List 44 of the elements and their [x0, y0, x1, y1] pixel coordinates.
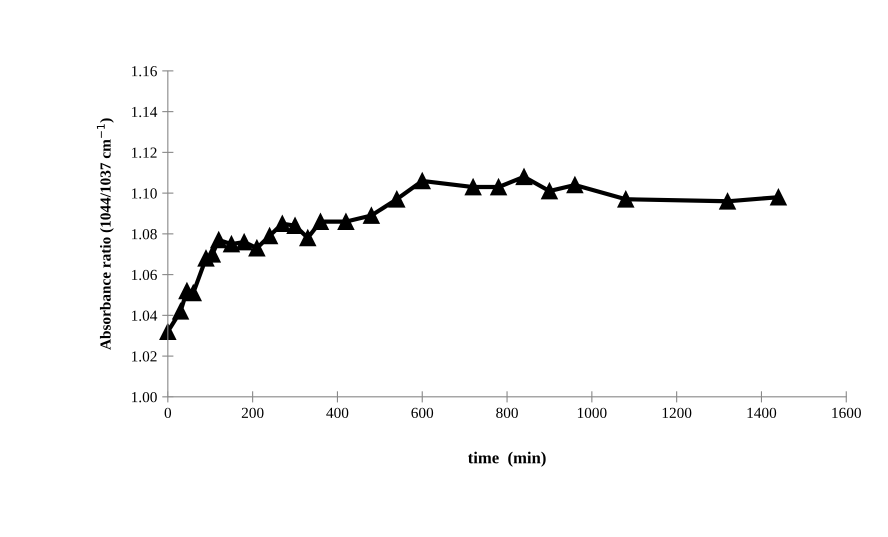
x-tick-label: 400 [326, 408, 348, 418]
point [338, 213, 354, 230]
point [236, 234, 252, 250]
point [617, 190, 634, 208]
x-tick-label: 800 [496, 408, 518, 418]
x-tick-label: 0 [164, 408, 172, 418]
x-tick-label: 1600 [832, 408, 861, 418]
y-tick-label: 1.00 [132, 392, 157, 402]
y-tick-label: 1.16 [132, 66, 157, 76]
x-tick-label: 1000 [578, 408, 607, 418]
point [223, 236, 240, 252]
point [274, 215, 291, 232]
point [566, 176, 584, 194]
x-tick-label: 600 [411, 408, 434, 418]
x-axis-title: time (min) [468, 452, 546, 467]
y-tick-label: 1.06 [132, 270, 157, 280]
y-tick-label: 1.14 [132, 106, 158, 118]
x-tick-label: 1400 [748, 408, 776, 418]
point [261, 228, 278, 244]
point [312, 213, 329, 230]
point [516, 168, 532, 186]
point [363, 207, 380, 224]
point [388, 190, 406, 208]
y-tick-label: 1.12 [132, 148, 157, 158]
point [172, 302, 189, 320]
y-tick-label: 1.08 [132, 229, 157, 240]
y-tick-label: 1.02 [132, 351, 157, 362]
x-tick-label: 200 [242, 408, 264, 418]
y-tick-label: 1.10 [132, 188, 157, 199]
point [541, 182, 558, 200]
y-tick-label: 1.04 [132, 310, 158, 321]
point [770, 188, 787, 206]
y-axis-title: Absorbance ratio (1044/1037 cm$^{−1}$) [96, 118, 114, 350]
point [299, 230, 316, 246]
point [719, 192, 736, 210]
x-tick-label: 1200 [662, 408, 692, 418]
point [160, 323, 176, 340]
point [490, 178, 507, 196]
point [210, 232, 228, 248]
point [184, 284, 202, 302]
point [414, 172, 431, 190]
point [464, 178, 482, 196]
point [286, 217, 304, 234]
point [248, 240, 266, 256]
